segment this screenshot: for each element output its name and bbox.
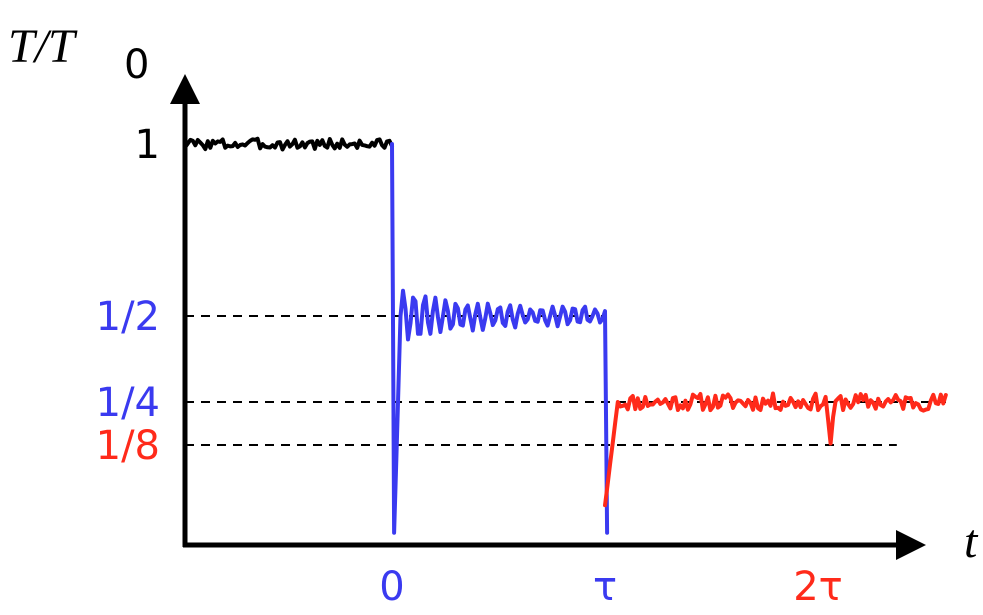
x-axis-label: t	[964, 515, 979, 568]
series-line-2	[603, 391, 948, 508]
x-tick-label-2: 2τ	[793, 564, 843, 610]
x-tick-label-1: τ	[593, 564, 617, 610]
y-axis-label-text: T/T	[8, 20, 78, 73]
y-axis-label-subscript: 0	[124, 42, 149, 88]
x-tick-label-0: 0	[379, 564, 404, 610]
y-tick-labels: 1 1/2 1/41/8	[96, 122, 160, 469]
y-tick-label-0: 1	[135, 122, 160, 168]
series-line-0	[183, 136, 394, 152]
y-tick-label-1: 1/2	[96, 294, 160, 340]
x-tick-labels: 0 τ 2τ	[379, 564, 842, 610]
series-line-1	[390, 142, 610, 535]
y-axis-label: T/T 0	[8, 20, 149, 88]
y-tick-label-2: 1/4	[96, 380, 160, 426]
traces	[183, 136, 948, 535]
y-tick-label-3: 1/8	[96, 423, 160, 469]
reference-lines	[185, 315, 951, 446]
